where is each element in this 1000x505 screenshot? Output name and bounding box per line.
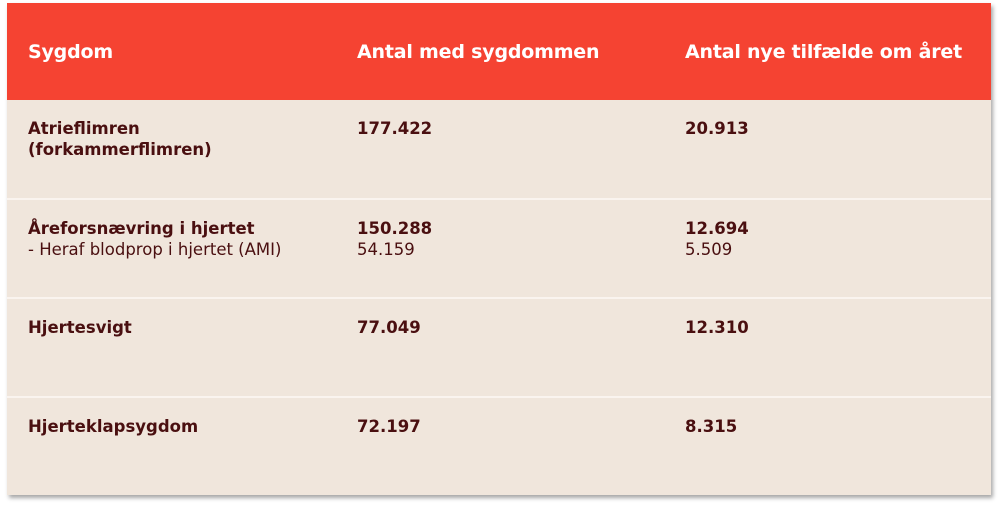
disease-name: Hjertesvigt	[28, 318, 132, 337]
new-value: 12.310	[685, 318, 749, 337]
disease-cell: Hjertesvigt	[28, 317, 132, 338]
new-cell: 12.694 5.509	[685, 218, 749, 260]
count-sub-value: 54.159	[357, 240, 415, 259]
disease-table: Sygdom Antal med sygdommen Antal nye til…	[7, 3, 991, 495]
disease-name: Åreforsnævring i hjertet	[28, 219, 255, 238]
table-row: Hjertesvigt 77.049 12.310	[7, 297, 991, 395]
table-row: Atrieflimren (forkammerflimren) 177.422 …	[7, 100, 991, 198]
table-row: Åreforsnævring i hjertet - Heraf blodpro…	[7, 198, 991, 296]
table-row: Hjerteklapsygdom 72.197 8.315	[7, 396, 991, 495]
disease-cell: Åreforsnævring i hjertet - Heraf blodpro…	[28, 218, 281, 260]
disease-name-line2: (forkammerflimren)	[28, 140, 212, 159]
count-value: 72.197	[357, 417, 421, 436]
header-disease: Sygdom	[28, 41, 113, 63]
count-value: 77.049	[357, 318, 421, 337]
new-cell: 20.913	[685, 118, 749, 139]
disease-subtype: - Heraf blodprop i hjertet (AMI)	[28, 240, 282, 259]
disease-name: Atrieflimren	[28, 119, 140, 138]
disease-cell: Hjerteklapsygdom	[28, 416, 198, 437]
disease-cell: Atrieflimren (forkammerflimren)	[28, 118, 212, 160]
count-cell: 150.288 54.159	[357, 218, 432, 260]
count-value: 177.422	[357, 119, 433, 138]
disease-name: Hjerteklapsygdom	[28, 417, 199, 436]
new-value: 8.315	[685, 417, 738, 436]
header-count: Antal med sygdommen	[357, 41, 600, 63]
new-cell: 8.315	[685, 416, 737, 437]
count-cell: 177.422	[357, 118, 432, 139]
table-header: Sygdom Antal med sygdommen Antal nye til…	[7, 3, 991, 100]
new-cell: 12.310	[685, 317, 749, 338]
new-value: 20.913	[685, 119, 749, 138]
new-sub-value: 5.509	[685, 240, 733, 259]
count-value: 150.288	[357, 219, 433, 238]
count-cell: 77.049	[357, 317, 421, 338]
count-cell: 72.197	[357, 416, 421, 437]
header-new-per-year: Antal nye tilfælde om året	[685, 41, 962, 63]
new-value: 12.694	[685, 219, 749, 238]
